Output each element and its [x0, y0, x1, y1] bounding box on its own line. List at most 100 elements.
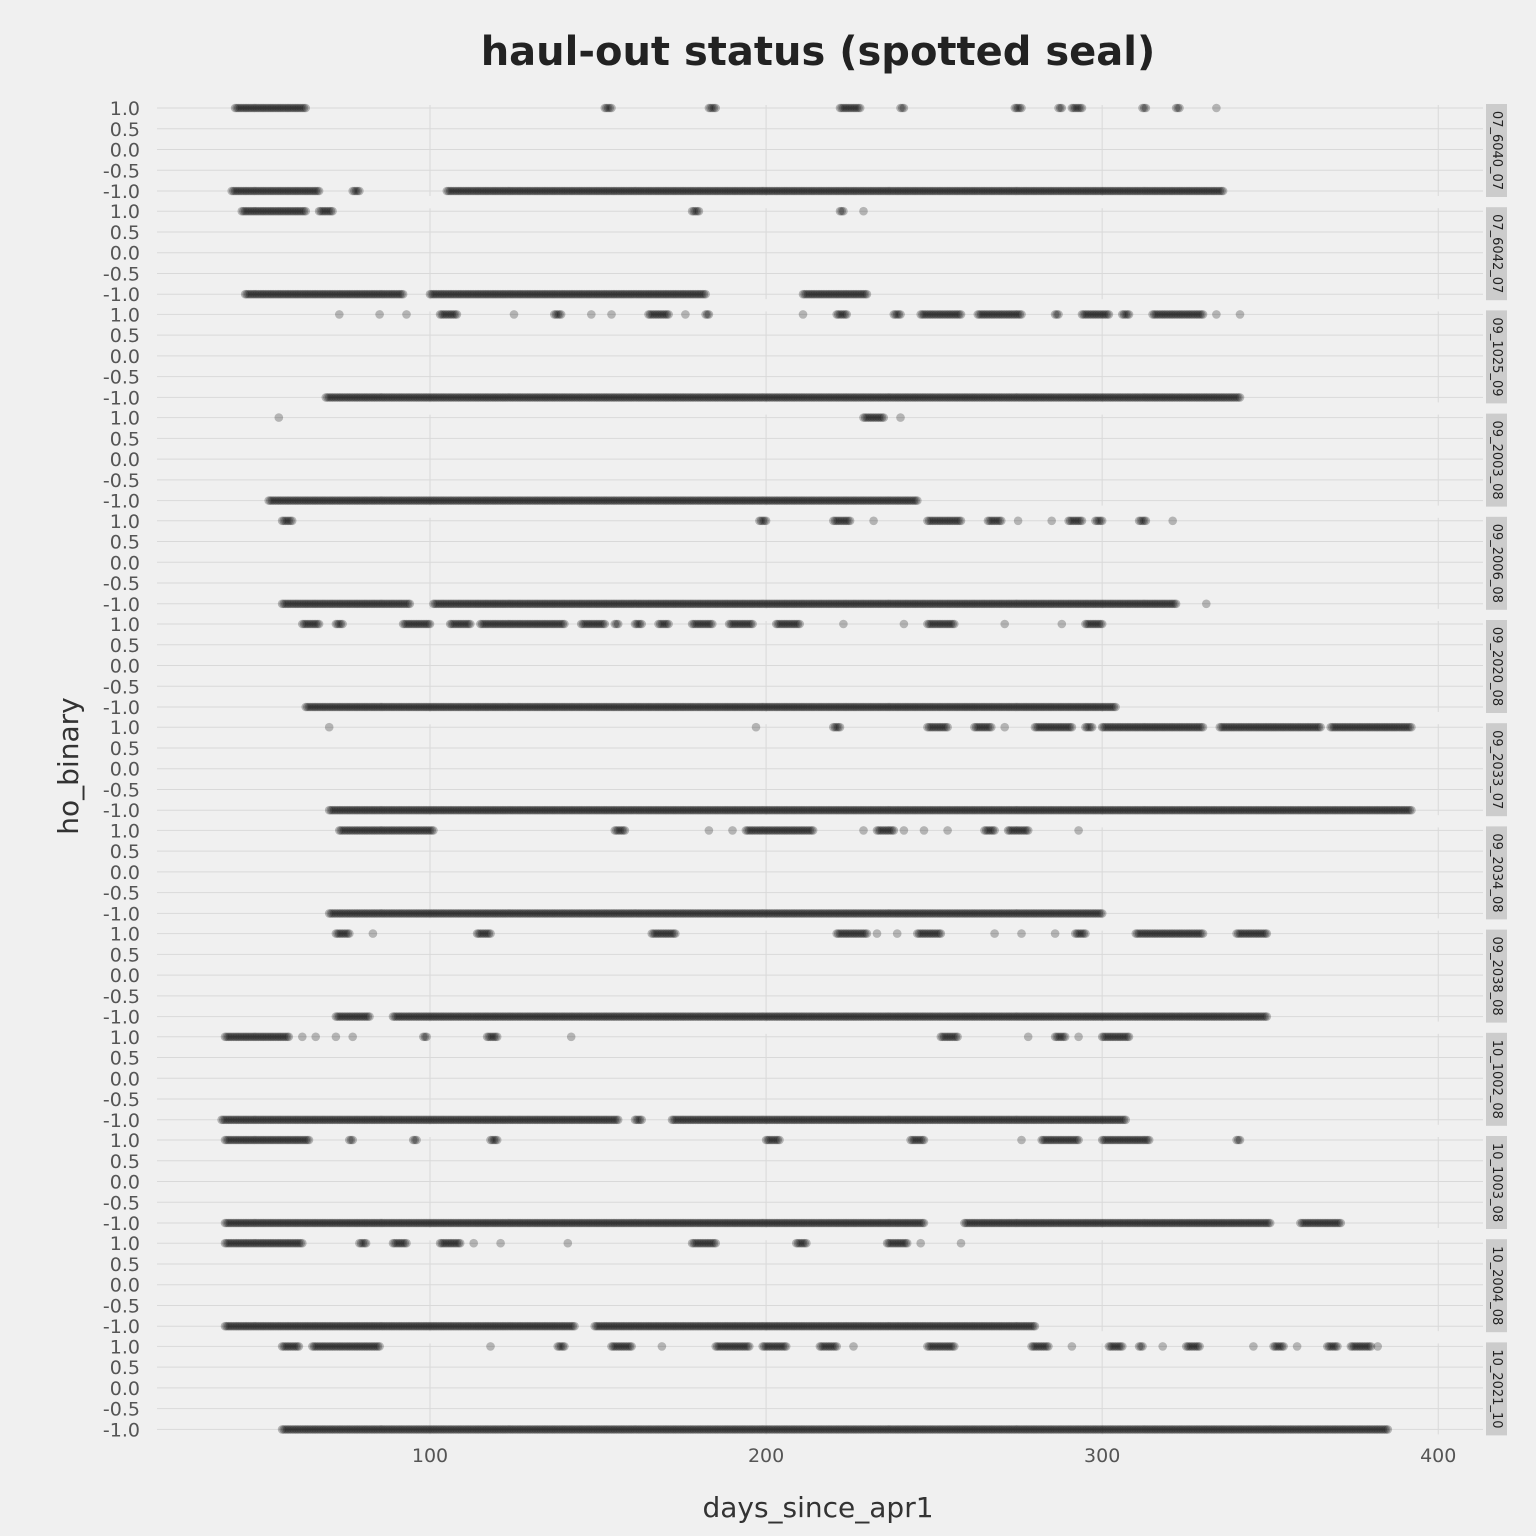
data-point: [239, 186, 248, 196]
y-tick-label: -0.5: [103, 263, 140, 285]
data-point: [850, 186, 860, 196]
data-point: [854, 186, 863, 196]
data-point: [484, 186, 494, 196]
y-tick-label: -1.0: [103, 1007, 140, 1029]
data-point: [235, 186, 245, 196]
data-point: [750, 186, 759, 196]
data-point: [509, 310, 519, 319]
data-point: [985, 186, 994, 196]
data-point: [1076, 186, 1085, 196]
data-point: [444, 186, 453, 196]
data-point: [713, 186, 722, 196]
data-point: [652, 186, 662, 196]
data-point: [1124, 186, 1134, 196]
data-point: [860, 186, 870, 196]
data-point: [1218, 186, 1228, 196]
data-point: [1106, 186, 1115, 196]
data-point: [1057, 103, 1067, 113]
y-tick-label: 0.5: [110, 944, 140, 966]
data-point: [839, 619, 848, 629]
data-point: [667, 186, 677, 196]
data-point: [723, 186, 732, 196]
y-tick-label: 0.5: [110, 222, 140, 244]
data-point: [933, 186, 942, 196]
strip-label: 07_6042_07: [1489, 214, 1504, 293]
data-point: [261, 186, 270, 196]
data-point: [961, 186, 971, 196]
data-point: [724, 186, 734, 196]
data-point: [546, 186, 556, 196]
data-point: [647, 186, 657, 196]
data-point: [276, 186, 285, 196]
data-point: [775, 186, 784, 196]
data-point: [711, 186, 720, 196]
data-point: [1022, 186, 1031, 196]
data-point: [751, 722, 761, 732]
data-point: [398, 289, 408, 299]
data-point: [706, 186, 715, 196]
data-point: [650, 186, 660, 196]
y-tick-label: -0.5: [103, 779, 140, 801]
data-point: [659, 186, 668, 196]
y-tick-label: 0.5: [110, 841, 140, 863]
data-point: [617, 186, 626, 196]
data-point: [997, 516, 1006, 526]
data-point: [1407, 805, 1416, 815]
data-point: [543, 186, 552, 196]
data-point: [837, 186, 846, 196]
data-point: [840, 186, 850, 196]
data-point: [835, 186, 845, 196]
data-point: [548, 186, 557, 196]
data-point: [1235, 393, 1245, 402]
data-point: [269, 186, 279, 196]
data-point: [1121, 186, 1130, 196]
data-point: [457, 186, 467, 196]
data-point: [540, 186, 549, 196]
data-point: [987, 186, 996, 196]
data-point: [324, 722, 334, 732]
data-point: [1060, 186, 1070, 196]
data-point: [808, 826, 818, 835]
data-point: [1012, 186, 1021, 196]
data-point: [571, 186, 581, 196]
data-point: [1141, 103, 1151, 113]
data-point: [264, 186, 274, 196]
data-point: [946, 186, 956, 196]
data-point: [259, 186, 268, 196]
data-point: [301, 186, 311, 196]
data-point: [578, 186, 588, 196]
data-point: [538, 186, 547, 196]
data-point: [887, 186, 897, 196]
data-point: [1109, 186, 1119, 196]
data-point: [847, 186, 857, 196]
data-point: [282, 186, 292, 196]
data-point: [274, 186, 284, 196]
data-point: [314, 186, 324, 196]
data-point: [896, 186, 905, 196]
data-point: [697, 186, 707, 196]
data-point: [1081, 186, 1090, 196]
data-point: [1111, 702, 1120, 712]
data-point: [486, 186, 495, 196]
data-point: [299, 186, 309, 196]
data-point: [694, 206, 704, 216]
data-point: [632, 186, 641, 196]
data-point: [622, 186, 631, 196]
data-point: [1064, 186, 1073, 196]
data-point: [1071, 186, 1080, 196]
data-point: [600, 619, 610, 629]
data-point: [605, 186, 615, 196]
data-point: [560, 619, 569, 629]
data-point: [489, 186, 499, 196]
data-point: [1067, 186, 1077, 196]
data-point: [818, 186, 828, 196]
data-point: [877, 186, 887, 196]
data-point: [1129, 186, 1139, 196]
data-point: [765, 186, 774, 196]
data-point: [859, 206, 868, 216]
y-tick-label: 1.0: [110, 304, 140, 326]
data-point: [1124, 310, 1134, 319]
data-point: [1087, 186, 1097, 196]
data-point: [763, 186, 773, 196]
y-tick-label: -0.5: [103, 367, 140, 389]
